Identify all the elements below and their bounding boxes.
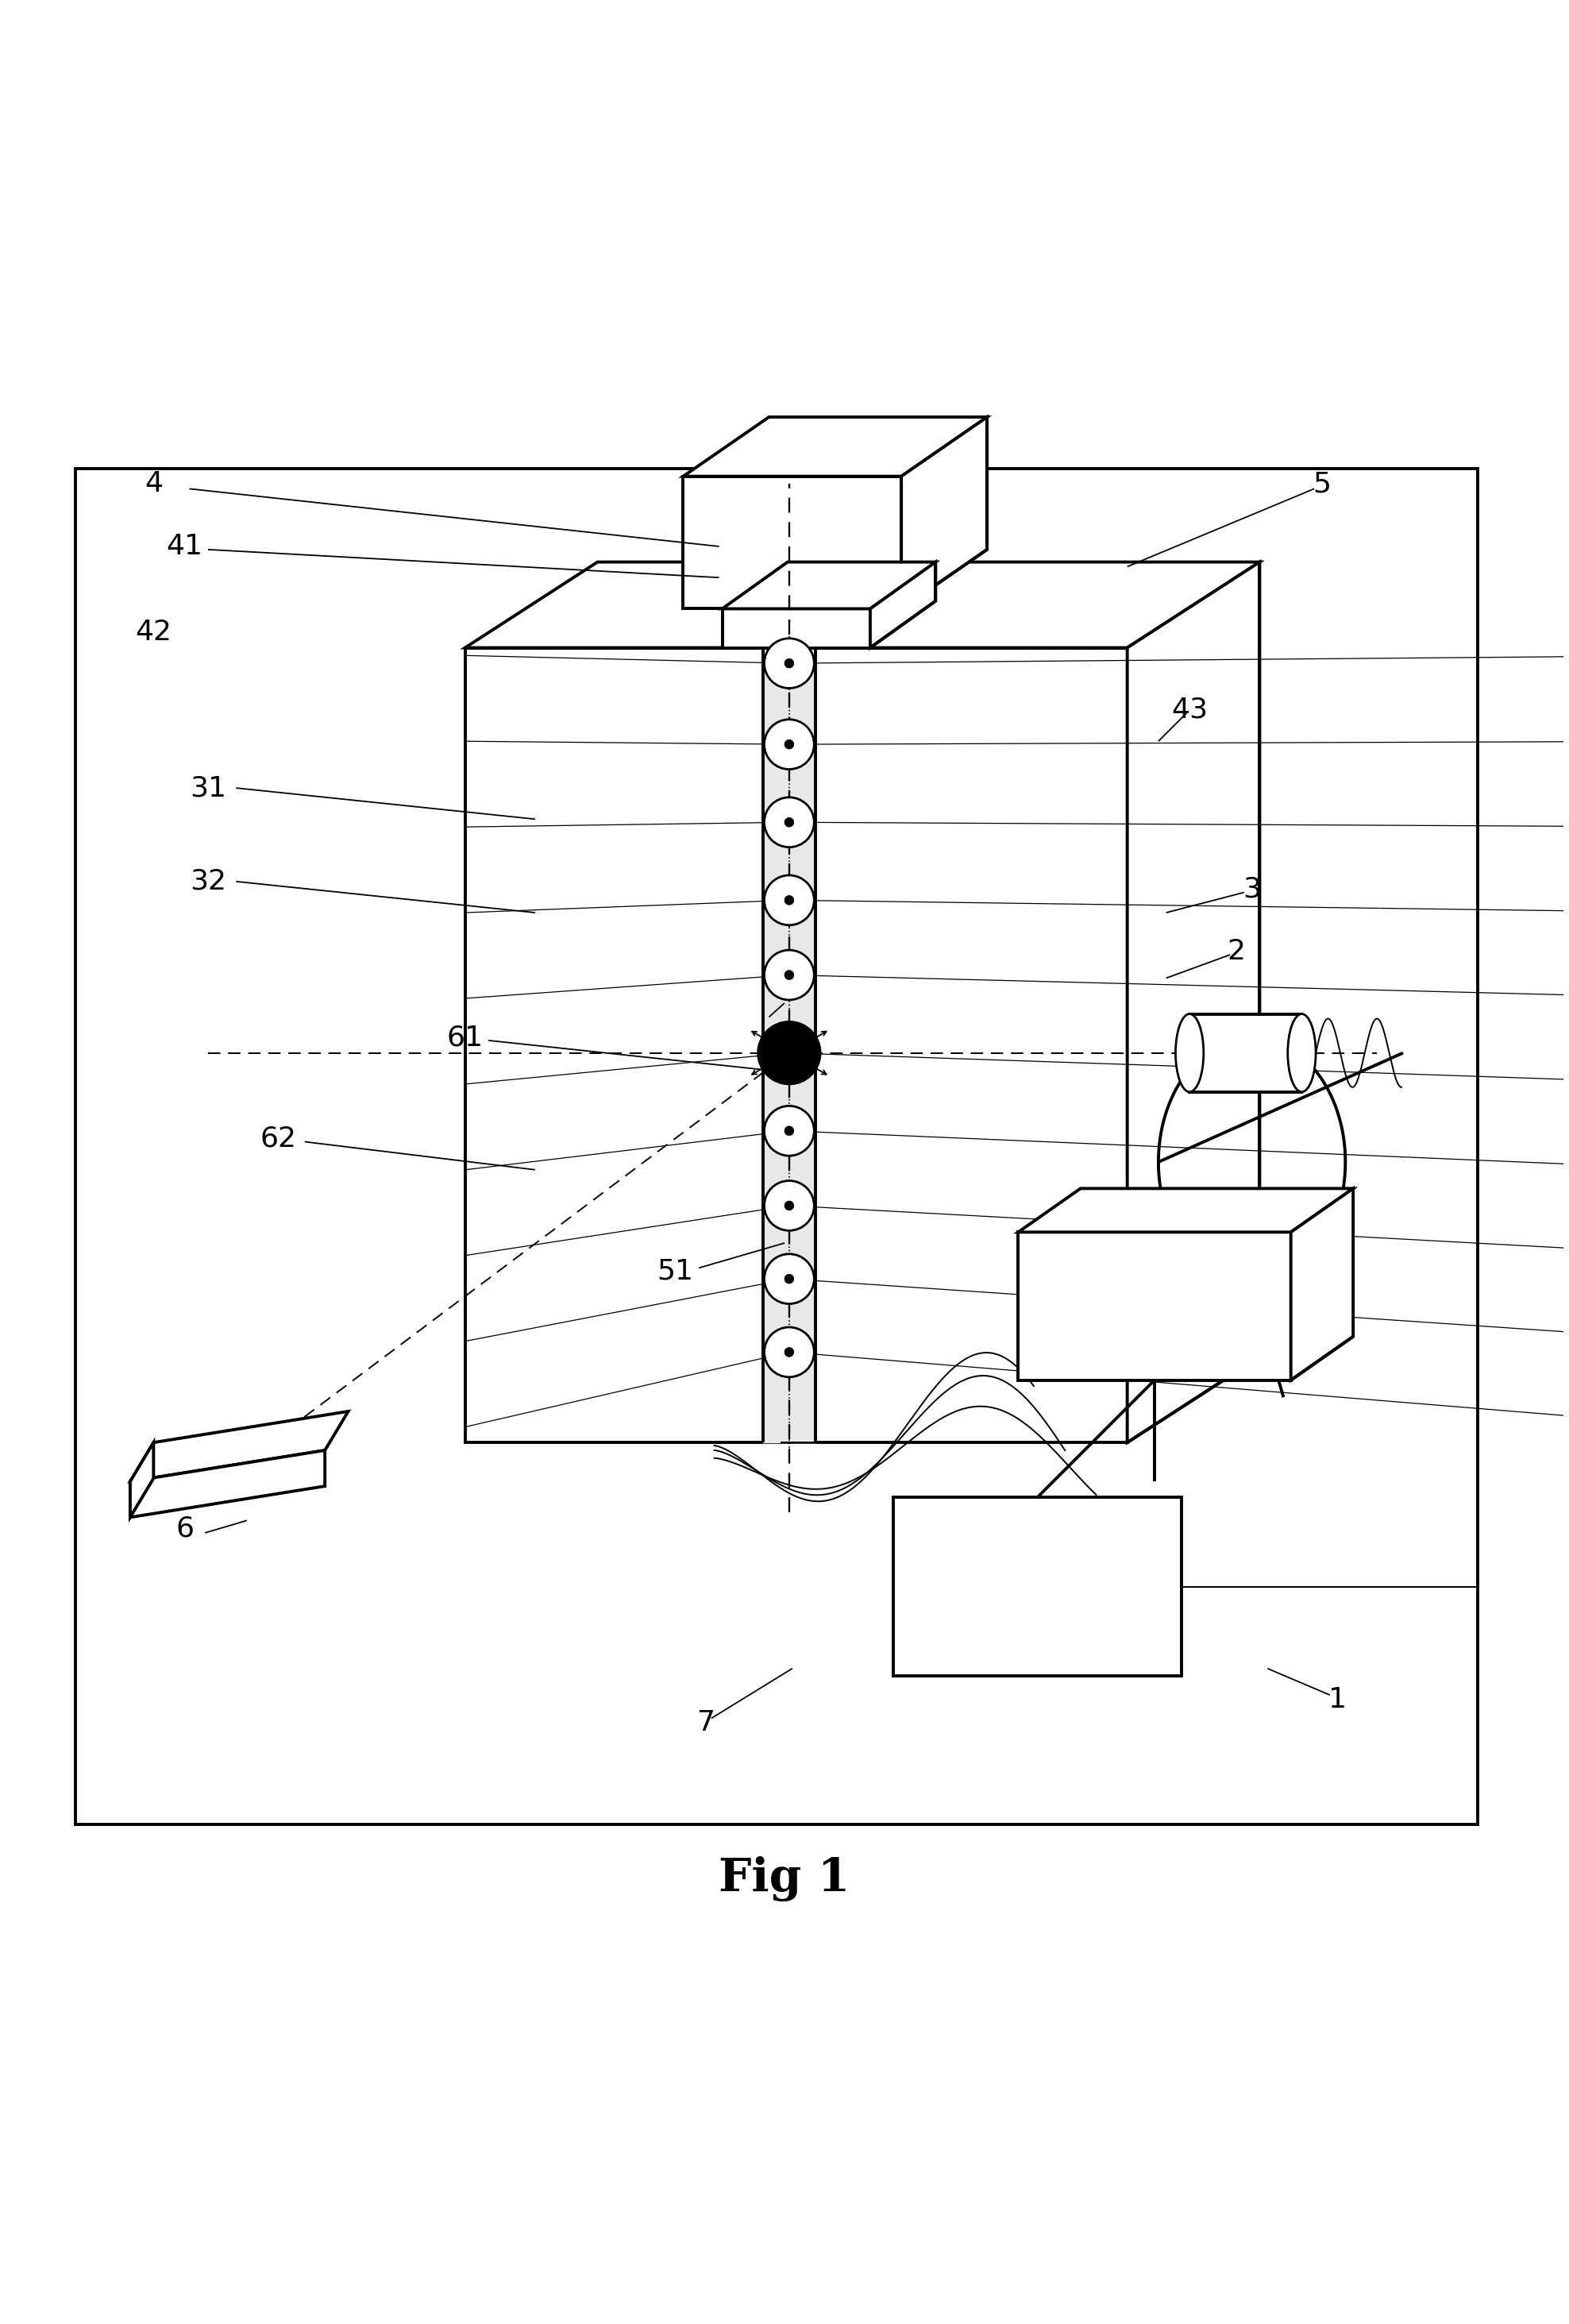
Bar [683, 476, 901, 609]
Text: 41: 41 [166, 532, 202, 560]
Polygon shape [130, 1443, 154, 1518]
Text: 5: 5 [1313, 469, 1331, 497]
Polygon shape [1127, 562, 1260, 1443]
Bar [464, 648, 1127, 1443]
Polygon shape [130, 1411, 348, 1480]
Circle shape [784, 1348, 794, 1357]
Text: 2: 2 [1227, 939, 1246, 964]
Bar [1189, 1013, 1302, 1092]
Circle shape [764, 1106, 814, 1155]
Text: 7: 7 [698, 1710, 715, 1736]
Circle shape [764, 639, 814, 688]
Text: 1: 1 [1329, 1687, 1346, 1713]
Circle shape [784, 895, 794, 904]
Polygon shape [722, 562, 935, 609]
Bar [894, 1497, 1181, 1676]
Text: 43: 43 [1172, 697, 1208, 723]
Text: 3: 3 [1243, 876, 1261, 902]
Circle shape [784, 739, 794, 748]
Circle shape [784, 1274, 794, 1283]
Text: 42: 42 [135, 618, 171, 646]
Circle shape [764, 797, 814, 848]
Polygon shape [1291, 1188, 1352, 1380]
Text: 6: 6 [176, 1515, 195, 1541]
Circle shape [784, 971, 794, 981]
Text: 61: 61 [447, 1025, 483, 1050]
Polygon shape [1018, 1188, 1352, 1232]
Circle shape [764, 1255, 814, 1304]
Circle shape [764, 876, 814, 925]
Bar [75, 469, 1478, 1824]
Polygon shape [683, 416, 987, 476]
Text: 51: 51 [657, 1257, 693, 1285]
Ellipse shape [1175, 1013, 1203, 1092]
Polygon shape [464, 562, 1260, 648]
Circle shape [784, 1202, 794, 1211]
Text: Fig 1: Fig 1 [719, 1857, 850, 1901]
Ellipse shape [1288, 1013, 1316, 1092]
Text: 62: 62 [260, 1125, 297, 1153]
Circle shape [764, 951, 814, 999]
Circle shape [764, 1181, 814, 1232]
Polygon shape [871, 562, 935, 648]
Bar [1018, 1232, 1291, 1380]
Circle shape [758, 1023, 821, 1083]
Text: 31: 31 [190, 774, 226, 802]
Circle shape [784, 658, 794, 667]
Text: 4: 4 [144, 469, 163, 497]
Polygon shape [130, 1450, 325, 1518]
Circle shape [764, 720, 814, 769]
Polygon shape [901, 416, 987, 609]
Circle shape [784, 818, 794, 827]
Circle shape [784, 1127, 794, 1136]
Circle shape [764, 1327, 814, 1378]
Bar [722, 609, 871, 648]
Text: 32: 32 [190, 867, 226, 895]
